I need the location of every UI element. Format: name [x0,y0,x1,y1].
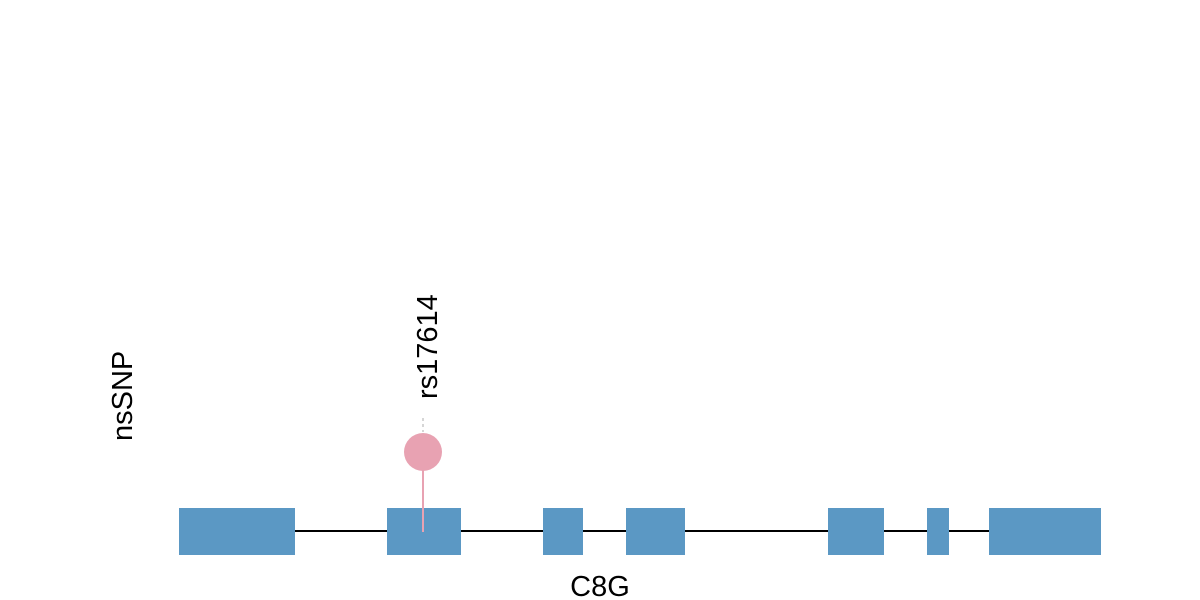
gene-name: C8G [570,571,630,600]
variant-head [404,433,442,471]
exon-6 [927,508,949,555]
exon-5 [828,508,884,555]
track-label: nsSNP [107,351,139,441]
exon-7 [989,508,1101,555]
variant-label: rs17614 [412,294,444,399]
exon-3 [543,508,583,555]
exon-1 [179,508,295,555]
exon-4 [626,508,685,555]
